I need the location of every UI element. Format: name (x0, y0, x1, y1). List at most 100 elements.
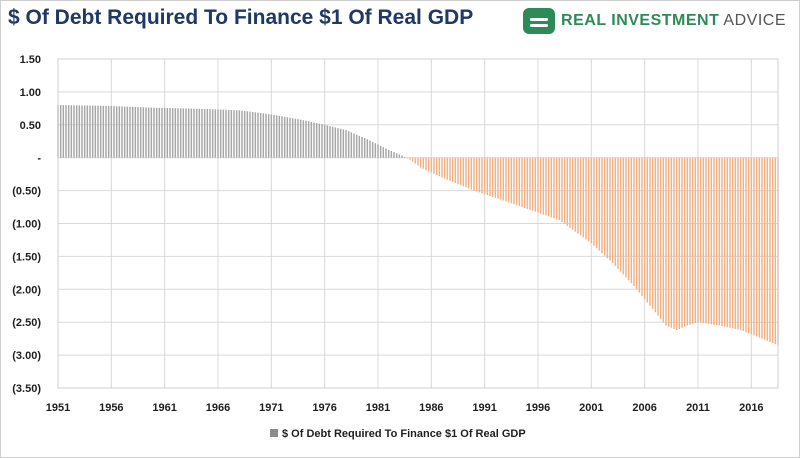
bar (249, 111, 251, 158)
bar (761, 157, 763, 339)
bar (118, 106, 121, 158)
bar (305, 120, 307, 158)
brand-logo: REAL INVESTMENT ADVICE (523, 8, 786, 34)
bar (582, 157, 585, 238)
bar (406, 157, 409, 159)
bar (294, 118, 297, 158)
bar (579, 157, 582, 236)
bars-group (57, 105, 779, 346)
bar (513, 157, 515, 205)
brand-name-part1: REAL INVESTMENT (561, 12, 720, 29)
bar (587, 157, 590, 242)
bar (430, 157, 433, 173)
x-tick-label: 1986 (419, 402, 443, 414)
bar (329, 126, 331, 158)
y-tick-label: (2.50) (12, 317, 41, 329)
bar (235, 110, 238, 158)
bar (353, 133, 355, 158)
bar (259, 112, 262, 158)
bar (403, 157, 406, 158)
x-tick-label: 2006 (632, 402, 656, 414)
bar (195, 108, 198, 158)
bar (363, 138, 366, 158)
chart-title: $ Of Debt Required To Finance $1 Of Real… (8, 6, 474, 29)
bar (326, 125, 329, 158)
bar (339, 128, 342, 158)
bar (633, 157, 635, 287)
bar (523, 157, 526, 208)
bar (318, 123, 321, 158)
bar (718, 157, 721, 326)
bar (649, 157, 651, 306)
bar (499, 157, 502, 200)
bar (667, 157, 670, 327)
bar (251, 111, 254, 158)
bar (62, 105, 65, 158)
bar (246, 111, 249, 158)
y-tick-label: - (37, 153, 41, 165)
bar (630, 157, 633, 284)
axes (57, 58, 779, 389)
bar (590, 157, 593, 244)
bar (755, 157, 758, 337)
bar (510, 157, 513, 204)
bar (689, 157, 691, 325)
bar (526, 157, 529, 209)
bar (683, 157, 686, 327)
y-tick-label: 0.50 (20, 120, 41, 132)
bar (678, 157, 681, 329)
bar (705, 157, 707, 324)
bar (225, 109, 227, 158)
bar (257, 112, 259, 158)
bar (414, 157, 417, 164)
bar (643, 157, 646, 300)
bar (379, 145, 382, 158)
bar (262, 113, 265, 158)
bar (550, 157, 553, 218)
y-tick-label: 1.00 (20, 87, 41, 99)
bar (435, 157, 438, 175)
bar (603, 157, 606, 256)
bar (670, 157, 673, 328)
bar (150, 107, 153, 158)
bar (147, 107, 150, 158)
bar (422, 157, 425, 169)
bar (694, 157, 697, 324)
bar (121, 106, 123, 158)
bar (515, 157, 518, 206)
bar (673, 157, 675, 329)
bar (227, 109, 230, 158)
bar (254, 112, 257, 158)
bar (483, 157, 486, 195)
legend: $ Of Debt Required To Finance $1 Of Real… (270, 428, 526, 440)
bar (323, 124, 326, 158)
bar (619, 157, 622, 272)
bar (398, 154, 401, 158)
bar (89, 105, 91, 158)
bar (497, 157, 499, 199)
legend-label: $ Of Debt Required To Finance $1 Of Real… (282, 428, 526, 440)
bar (297, 119, 299, 158)
bar (662, 157, 665, 323)
bar (345, 130, 347, 158)
bar (347, 131, 350, 158)
bar (745, 157, 747, 333)
bar (201, 108, 203, 158)
bar (321, 124, 323, 158)
bar (230, 109, 233, 158)
bar (433, 157, 435, 174)
bar (241, 110, 243, 158)
bar (350, 132, 353, 158)
bar (731, 157, 734, 329)
bar (609, 157, 611, 261)
bar (766, 157, 769, 341)
bar (571, 157, 574, 230)
y-tick-label: (1.00) (12, 219, 41, 231)
bar (222, 109, 225, 158)
bar (454, 157, 457, 183)
bar (190, 108, 193, 158)
bar (763, 157, 766, 340)
bar (283, 116, 286, 158)
bar (747, 157, 750, 334)
